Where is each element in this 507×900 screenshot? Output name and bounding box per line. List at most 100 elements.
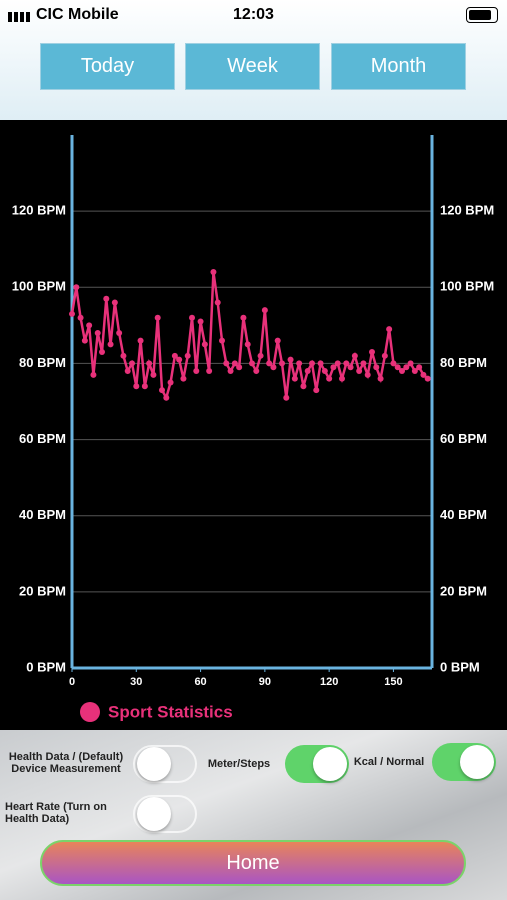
data-point [266,360,273,367]
data-point [129,360,135,367]
y2-tick-label: 120 BPM [440,203,494,218]
x-tick-label: 90 [259,676,271,688]
tab-button[interactable]: Today [40,43,175,90]
data-point [321,368,328,375]
data-point [120,352,127,359]
y2-tick-label: 100 BPM [440,279,494,294]
y2-tick-label: 60 BPM [440,431,487,446]
carrier: CIC Mobile [36,6,119,23]
data-point [261,307,268,314]
toggle-switch[interactable] [432,743,496,781]
data-point [279,360,285,367]
data-point [201,341,208,348]
data-point [416,364,423,371]
data-point [180,375,187,382]
legend-label: Sport Statistics [108,702,233,721]
data-point [390,360,397,367]
data-point [86,322,93,329]
data-point [99,349,105,356]
data-point [369,349,375,356]
x-tick-label: 30 [130,676,142,688]
toggle-knob [460,745,494,779]
data-point [150,371,157,378]
clock: 12:03 [233,6,274,23]
data-point [330,364,337,371]
data-point [107,341,114,348]
toggle-knob [137,797,171,831]
toggle-label: Health Data / (Default) Device Measureme… [8,751,124,775]
y2-tick-label: 20 BPM [440,583,487,598]
y2-tick-label: 40 BPM [440,507,487,522]
data-point [360,360,367,367]
data-point [214,299,221,306]
data-point [116,329,123,336]
data-point [103,295,110,302]
data-point [347,364,354,371]
y-tick-label: 120 BPM [12,203,66,218]
data-point [240,314,247,321]
x-tick-label: 150 [384,676,402,688]
data-point [206,368,213,375]
data-point [399,368,405,375]
data-line [70,271,429,401]
data-point [197,318,204,325]
data-point [351,352,358,359]
data-point [356,368,363,375]
data-point [373,364,380,371]
data-point [73,284,80,291]
toggle-label: Meter/Steps [207,758,271,770]
data-point [309,360,315,367]
chart: 0 BPM 0 BPM 20 BPM 20 BPM 40 BPM 40 BPM 60 BPM… [0,120,507,730]
toggle-label: Kcal / Normal [353,756,425,768]
x-tick-label: 120 [320,676,338,688]
data-point [219,337,225,344]
data-point [244,341,251,348]
toggle-switch[interactable] [133,745,197,783]
y-tick-label: 80 BPM [19,355,66,370]
data-point [291,375,298,382]
data-point [133,383,140,390]
y-tick-label: 20 BPM [19,583,66,598]
data-point [223,360,230,367]
toggle-switch[interactable] [133,795,197,833]
y2-tick-label: 80 BPM [440,355,487,370]
data-point [287,356,294,363]
data-point [339,375,345,382]
y-tick-label: 60 BPM [19,431,66,446]
x-tick-label: 0 [69,676,75,688]
data-point [343,360,350,367]
data-point [171,352,178,359]
data-point [270,364,277,371]
data-point [167,379,174,386]
y-tick-label: 100 BPM [12,279,66,294]
tab-button[interactable]: Week [185,43,320,90]
data-point [249,360,255,367]
x-tick-label: 60 [194,676,206,688]
home-button[interactable]: Home [40,840,466,886]
data-point [81,337,88,344]
signal [8,12,30,22]
data-point [283,394,290,401]
data-point [227,368,234,375]
data-point [69,310,75,317]
tab-button[interactable]: Month [331,43,466,90]
data-point [300,383,307,390]
data-point [184,352,191,359]
y-tick-label: 0 BPM [26,659,66,674]
toggle-knob [137,747,171,781]
data-point [137,337,144,344]
toggle-switch[interactable] [285,745,349,783]
data-point [124,368,131,375]
data-point [296,360,303,367]
y2-tick-label: 0 BPM [440,659,480,674]
data-point [403,364,410,371]
data-point [364,371,371,378]
data-point [236,364,243,371]
data-point [77,314,84,321]
data-point [304,368,311,375]
data-point [411,368,418,375]
data-point [313,387,320,394]
y-tick-label: 40 BPM [19,507,66,522]
data-point [424,375,431,382]
